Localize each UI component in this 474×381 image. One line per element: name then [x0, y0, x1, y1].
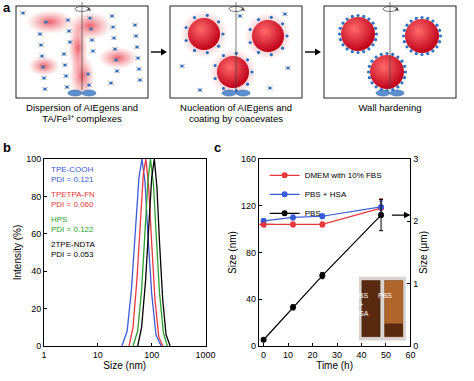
- html-text:b: b: [3, 140, 11, 155]
- svg-text:2: 2: [413, 216, 418, 226]
- svg-text:1: 1: [41, 350, 46, 360]
- svg-text:160: 160: [241, 154, 256, 164]
- svg-text:30: 30: [332, 350, 342, 360]
- svg-text:0: 0: [251, 341, 256, 351]
- svg-text:TPETPA-FNPDI = 0.060: TPETPA-FNPDI = 0.060: [51, 190, 95, 209]
- svg-text:1000: 1000: [196, 350, 216, 360]
- svg-text:PBS: PBS: [305, 209, 321, 218]
- svg-text:HPSPDI = 0.122: HPSPDI = 0.122: [51, 215, 94, 234]
- svg-text:PBS+HSA: PBS+HSA: [354, 292, 369, 317]
- svg-text:2TPE-NDTAPDI = 0.053: 2TPE-NDTAPDI = 0.053: [51, 240, 96, 259]
- svg-text:3: 3: [413, 154, 418, 164]
- svg-text:TPE-COOHPDI = 0.121: TPE-COOHPDI = 0.121: [51, 165, 94, 184]
- svg-text:Time (h): Time (h): [316, 360, 353, 371]
- html-text:c: c: [214, 140, 222, 155]
- html-text:a: a: [3, 0, 11, 15]
- svg-text:20: 20: [31, 304, 41, 314]
- svg-text:120: 120: [241, 201, 256, 211]
- svg-text:Size (nm): Size (nm): [227, 231, 238, 274]
- svg-text:Wall hardening: Wall hardening: [358, 102, 421, 113]
- svg-text:coating by coacevates: coating by coacevates: [189, 113, 283, 124]
- svg-text:40: 40: [246, 294, 256, 304]
- svg-text:80: 80: [31, 192, 41, 202]
- svg-text:40: 40: [31, 266, 41, 276]
- svg-text:DMEM with 10% FBS: DMEM with 10% FBS: [305, 171, 382, 180]
- svg-text:TA/Fe³⁺ complexes: TA/Fe³⁺ complexes: [42, 113, 122, 124]
- svg-text:0: 0: [36, 341, 41, 351]
- svg-text:40: 40: [356, 350, 366, 360]
- svg-text:Nucleation of AIEgens and: Nucleation of AIEgens and: [180, 102, 292, 113]
- svg-text:1: 1: [413, 279, 418, 289]
- svg-text:10: 10: [283, 350, 293, 360]
- svg-text:10: 10: [93, 350, 103, 360]
- svg-text:0: 0: [413, 341, 418, 351]
- svg-text:100: 100: [26, 154, 41, 164]
- svg-text:PBS + HSA: PBS + HSA: [305, 190, 347, 199]
- svg-text:50: 50: [381, 350, 391, 360]
- svg-text:0: 0: [261, 350, 266, 360]
- svg-text:PBS: PBS: [378, 292, 392, 299]
- svg-text:Size (nm): Size (nm): [103, 360, 146, 371]
- svg-text:60: 60: [405, 350, 415, 360]
- svg-text:Intensity (%): Intensity (%): [12, 225, 23, 281]
- svg-text:20: 20: [308, 350, 318, 360]
- svg-text:80: 80: [246, 248, 256, 258]
- svg-text:Dispersion of AIEgens and: Dispersion of AIEgens and: [26, 102, 138, 113]
- svg-text:Size (μm): Size (μm): [418, 231, 429, 274]
- svg-text:60: 60: [31, 229, 41, 239]
- svg-text:100: 100: [144, 350, 159, 360]
